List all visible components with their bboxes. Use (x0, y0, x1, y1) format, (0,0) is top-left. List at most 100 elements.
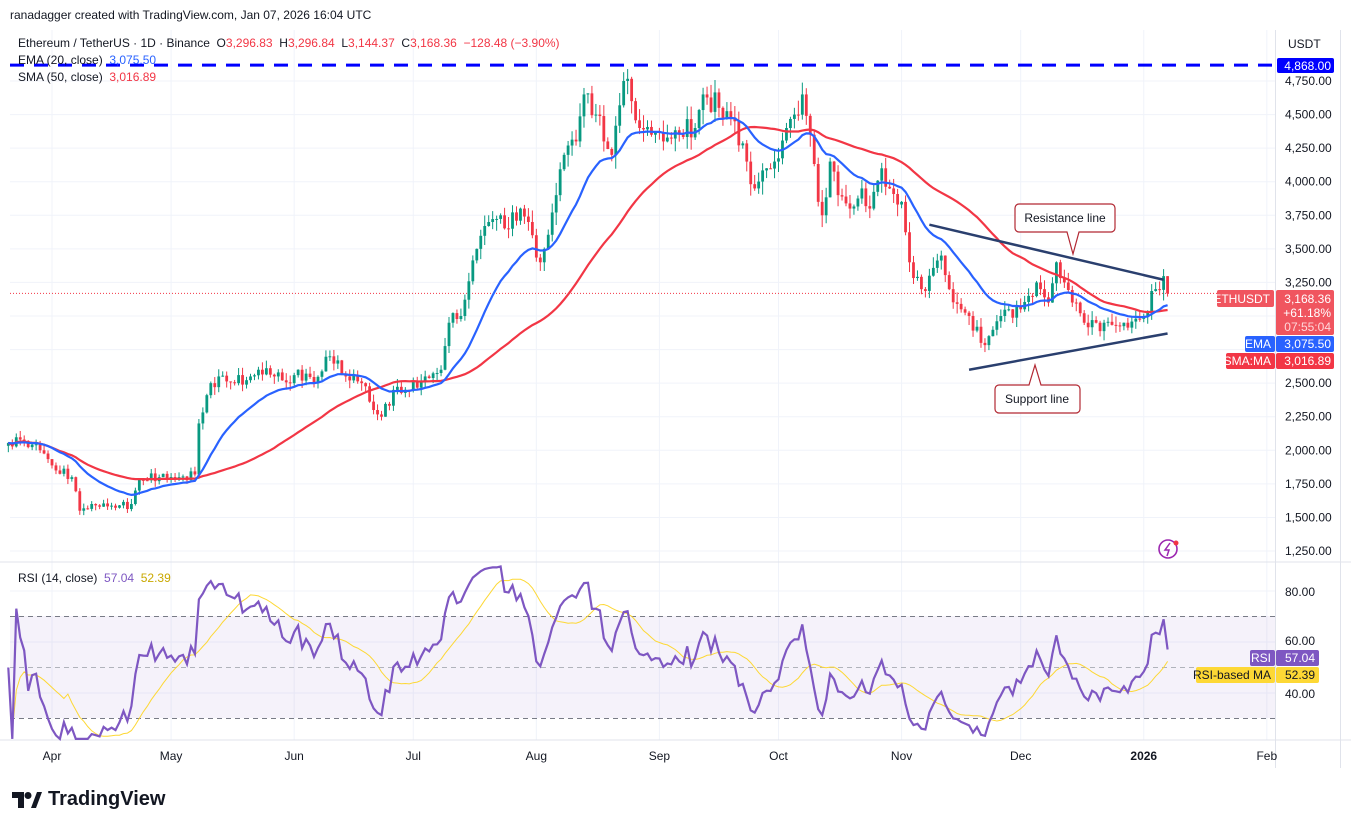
candle-body (896, 194, 900, 205)
candle-body (288, 382, 292, 384)
candle-body (554, 195, 558, 213)
candle (1070, 285, 1074, 307)
candle (991, 326, 995, 337)
time-tick-label: Aug (526, 749, 547, 763)
candle-body (459, 316, 463, 320)
candle-body (935, 260, 939, 268)
resistance-trendline[interactable] (929, 223, 1164, 281)
svg-text:RSI-based MA: RSI-based MA (1193, 668, 1271, 682)
candle (78, 488, 82, 515)
candle (340, 359, 344, 376)
candle-body (523, 208, 526, 217)
candle (924, 287, 927, 298)
candle (1158, 281, 1162, 296)
candle (527, 208, 530, 231)
candle (753, 175, 757, 191)
candle-body (34, 444, 38, 446)
candle-body (1031, 295, 1034, 297)
candle (574, 129, 578, 146)
candle-body (1102, 322, 1106, 332)
candle (749, 151, 753, 196)
candle-body (665, 137, 669, 142)
candle (912, 255, 915, 285)
candle (233, 379, 237, 386)
candle-body (1130, 321, 1134, 328)
ema-label: EMA (20, close) (18, 53, 103, 67)
candle-body (765, 168, 768, 171)
candle-body (832, 161, 836, 172)
chart-credit: ranadagger created with TradingView.com,… (10, 8, 372, 22)
candle (828, 157, 832, 198)
candle-body (511, 212, 514, 229)
candle-body (1086, 322, 1090, 328)
ema-line (8, 116, 1168, 497)
candle-body (360, 381, 364, 384)
currency-label[interactable]: USDT (1288, 37, 1321, 51)
candle (1162, 269, 1165, 301)
candle (927, 268, 931, 299)
candle (360, 378, 364, 391)
candle-body (268, 368, 272, 375)
resistance-callout[interactable]: Resistance line (1014, 203, 1116, 257)
candle-body (82, 508, 86, 511)
svg-text:3,016.89: 3,016.89 (1284, 354, 1331, 368)
candle (1058, 259, 1062, 284)
grid (10, 30, 1275, 740)
open-value: 3,296.83 (225, 36, 273, 50)
support-callout[interactable]: Support line (994, 362, 1081, 414)
candle-body (1082, 313, 1086, 323)
candle (880, 162, 884, 193)
candle (213, 377, 217, 395)
candle-body (133, 490, 137, 505)
support-trendline[interactable] (968, 332, 1168, 371)
candle (554, 182, 558, 226)
svg-text:3,075.50: 3,075.50 (1284, 337, 1331, 351)
candle-body (217, 376, 221, 388)
candle-body (860, 188, 864, 199)
close-label: C (401, 36, 411, 50)
candle (658, 127, 661, 140)
alert-icon[interactable] (1158, 539, 1179, 559)
candle-body (118, 505, 121, 508)
candle (217, 369, 221, 393)
candle-body (1039, 282, 1042, 290)
candle (443, 337, 447, 371)
candle-body (840, 195, 844, 197)
candle (352, 369, 356, 384)
candle-body (546, 234, 550, 249)
candle (376, 404, 379, 421)
candle (538, 253, 542, 271)
candle-body (908, 232, 911, 263)
candle-body (610, 149, 614, 155)
candle (74, 476, 78, 493)
candle (276, 369, 280, 382)
candle-body (181, 476, 185, 478)
sma-row[interactable]: SMA (50, close) 3,016.89 (18, 69, 560, 86)
candle (58, 465, 62, 475)
rsi-ma-value: 52.39 (140, 571, 171, 585)
candle-body (145, 480, 149, 482)
candle (384, 402, 387, 417)
candle (523, 204, 526, 224)
candle-body (272, 374, 276, 377)
candle (46, 450, 50, 463)
candle-body (1122, 322, 1126, 327)
ema-row[interactable]: EMA (20, close) 3,075.50 (18, 52, 560, 69)
candle (943, 255, 947, 283)
candle (320, 369, 324, 383)
symbol-title[interactable]: Ethereum / TetherUS · 1D · Binance (18, 36, 210, 50)
tradingview-logo[interactable]: TradingView (12, 788, 165, 811)
candle (848, 194, 852, 219)
candle-body (634, 101, 637, 121)
candle (1078, 301, 1082, 317)
candle (761, 163, 765, 195)
candle-body (729, 111, 733, 118)
candle (284, 373, 288, 389)
rsi-line (7, 565, 1169, 741)
candle-body (340, 360, 344, 375)
candle (304, 368, 308, 386)
rsi-legend[interactable]: RSI (14, close) 57.04 52.39 (18, 571, 171, 585)
candle-body (149, 473, 153, 481)
candle (765, 168, 768, 179)
